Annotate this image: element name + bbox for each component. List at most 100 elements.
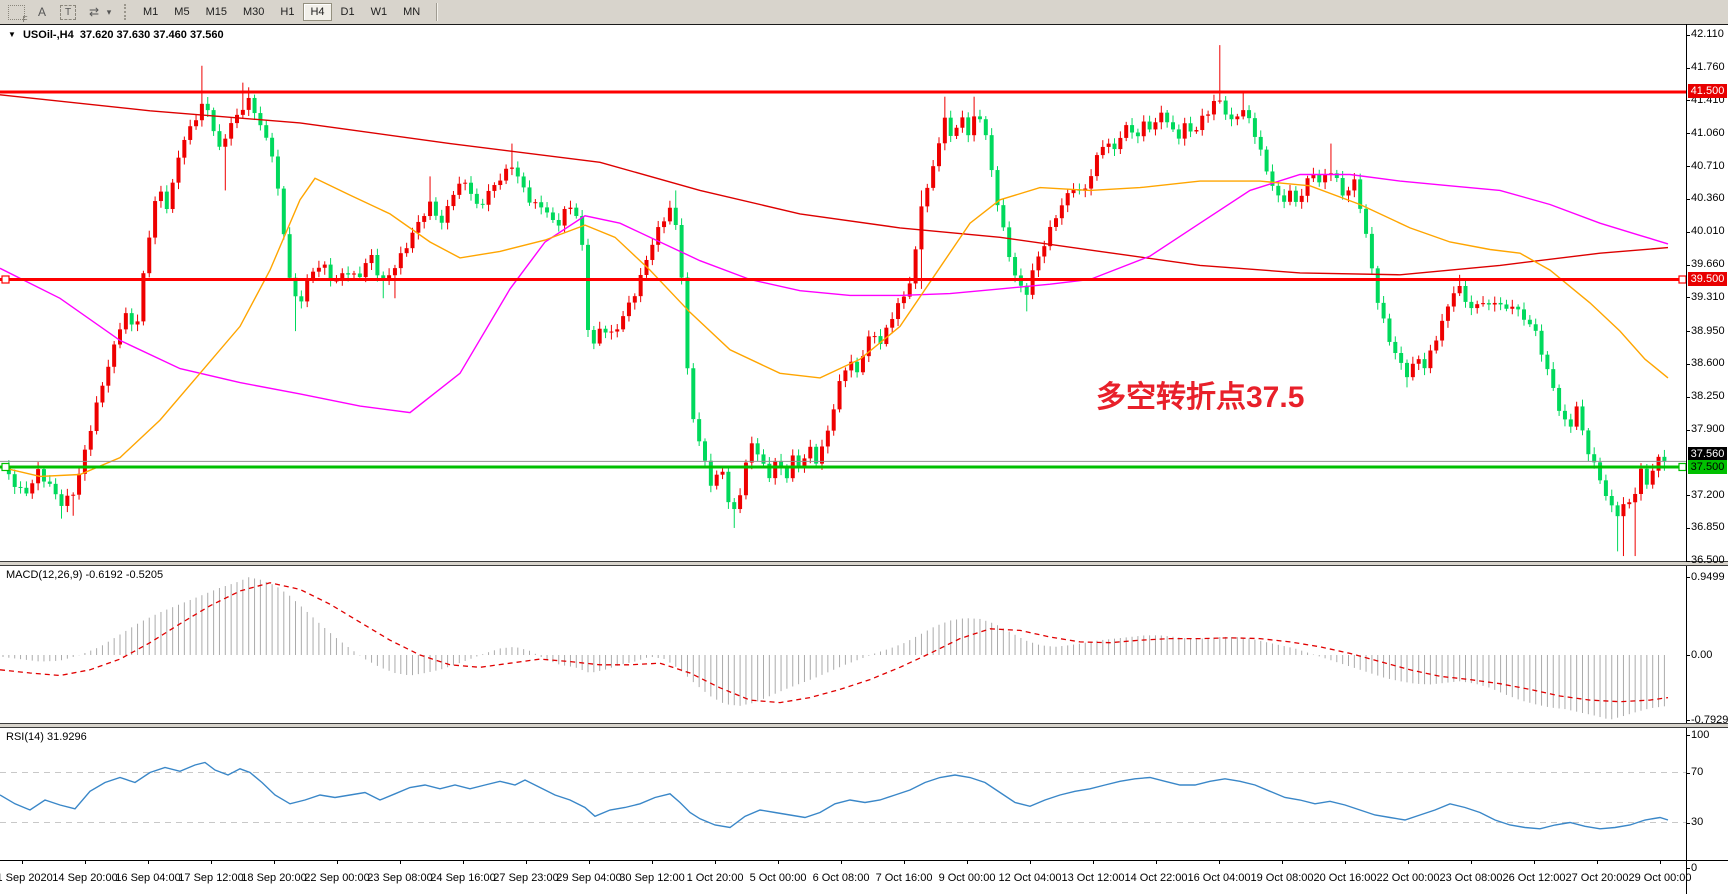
time-tick xyxy=(400,860,401,864)
dropdown-caret-icon[interactable]: ▾ xyxy=(106,6,112,17)
candle xyxy=(714,474,719,486)
candle xyxy=(1247,110,1252,119)
candle xyxy=(170,182,175,210)
timeframe-MN[interactable]: MN xyxy=(403,6,421,18)
candle xyxy=(182,139,187,158)
candle xyxy=(381,275,386,281)
candle xyxy=(591,329,596,344)
toolbar-grip[interactable] xyxy=(124,4,130,20)
timeframe-H1[interactable]: H1 xyxy=(280,6,295,18)
price-tick-label: 36.850 xyxy=(1691,521,1725,534)
axis-tick xyxy=(1686,560,1690,562)
candle xyxy=(550,212,555,220)
candle xyxy=(738,495,743,510)
candle xyxy=(311,271,316,281)
candle xyxy=(691,368,696,420)
timeframe-M5[interactable]: M5 xyxy=(174,6,190,18)
text-label-icon[interactable]: A xyxy=(37,5,46,19)
time-tick-label: 14 Sep 20:00 xyxy=(52,872,118,884)
timeframe-M30[interactable]: M30 xyxy=(242,6,265,18)
candle xyxy=(954,127,959,136)
candle xyxy=(1141,121,1146,137)
candle xyxy=(1369,233,1374,269)
timeframe-M1[interactable]: M1 xyxy=(143,6,159,18)
price-badge-39.500: 39.500 xyxy=(1688,272,1727,286)
candle xyxy=(1048,226,1053,247)
axis-tick xyxy=(1686,868,1690,869)
price-axis[interactable]: 42.110 41.760 41.410 41.060 40.710 40.360 40.0… xyxy=(1686,24,1728,894)
candles-group xyxy=(1,45,1667,557)
axis-tick xyxy=(1686,429,1690,431)
candle xyxy=(1609,496,1614,506)
rsi-tick-label: 100 xyxy=(1691,728,1710,741)
candle xyxy=(474,193,479,204)
price-tick-label: 40.710 xyxy=(1691,159,1725,172)
candle xyxy=(387,275,392,281)
candle xyxy=(77,473,82,495)
axis-tick xyxy=(1686,577,1690,579)
time-tick xyxy=(1030,860,1031,864)
candle xyxy=(492,185,497,191)
arrows-icon[interactable]: ⇄ xyxy=(88,5,100,19)
macd-indicator-label: MACD(12,26,9) -0.6192 -0.5205 xyxy=(6,569,164,581)
time-tick-label: 1 Oct 20:00 xyxy=(686,872,744,884)
price-badge-41.500: 41.500 xyxy=(1688,84,1727,98)
time-axis-border xyxy=(0,860,1728,861)
candle xyxy=(749,443,754,463)
line-handle[interactable] xyxy=(1678,462,1687,472)
candle xyxy=(843,370,848,382)
time-tick xyxy=(526,860,527,864)
rsi-line xyxy=(0,761,1669,830)
text-box-icon[interactable]: T xyxy=(58,3,78,21)
timeframe-H4[interactable]: H4 xyxy=(303,3,332,21)
candle xyxy=(305,280,310,302)
candle xyxy=(422,216,427,222)
candle xyxy=(299,296,304,302)
candle xyxy=(404,248,409,254)
candle xyxy=(1633,493,1638,503)
price-tick-label: 36.500 xyxy=(1691,554,1725,567)
candle xyxy=(1603,480,1608,497)
candle xyxy=(158,191,163,202)
price-tick-label: 37.900 xyxy=(1691,423,1725,435)
candle xyxy=(650,244,655,260)
candle xyxy=(615,329,620,332)
candle xyxy=(1475,304,1480,309)
time-tick xyxy=(1093,860,1094,864)
time-tick xyxy=(463,860,464,864)
panel-splitter-rsi[interactable] xyxy=(0,723,1728,728)
grid-f-icon[interactable]: F xyxy=(6,3,28,24)
collapse-icon[interactable]: ▼ xyxy=(8,30,16,39)
panel-splitter-macd[interactable] xyxy=(0,561,1728,566)
candle xyxy=(515,167,520,177)
candle xyxy=(638,274,643,297)
line-handle[interactable] xyxy=(1,462,10,472)
time-tick-label: 11 Sep 2020 xyxy=(0,872,53,884)
rsi-tick-label: 0 xyxy=(1691,861,1698,874)
macd-signal-line xyxy=(0,582,1669,704)
candle xyxy=(1223,100,1228,115)
candle xyxy=(697,419,702,442)
candle xyxy=(1323,174,1328,183)
candle xyxy=(1112,143,1117,150)
time-tick xyxy=(148,860,149,864)
candle xyxy=(539,202,544,208)
time-tick-label: 14 Oct 22:00 xyxy=(1124,872,1188,884)
candle xyxy=(1130,125,1135,133)
candle xyxy=(1346,190,1351,196)
candle xyxy=(808,446,813,459)
candle xyxy=(720,471,725,475)
timeframe-M15[interactable]: M15 xyxy=(205,6,227,18)
line-handle[interactable] xyxy=(1678,275,1687,284)
timeframe-D1[interactable]: D1 xyxy=(340,6,355,18)
timeframe-W1[interactable]: W1 xyxy=(370,6,388,18)
candle xyxy=(825,430,830,447)
candle xyxy=(451,194,456,207)
time-tick-label: 18 Sep 20:00 xyxy=(241,872,307,884)
line-handle[interactable] xyxy=(1,275,10,284)
candle xyxy=(217,131,222,147)
annotation-text[interactable]: 多空转折点37.5 xyxy=(1096,381,1305,414)
candle xyxy=(1586,430,1591,455)
